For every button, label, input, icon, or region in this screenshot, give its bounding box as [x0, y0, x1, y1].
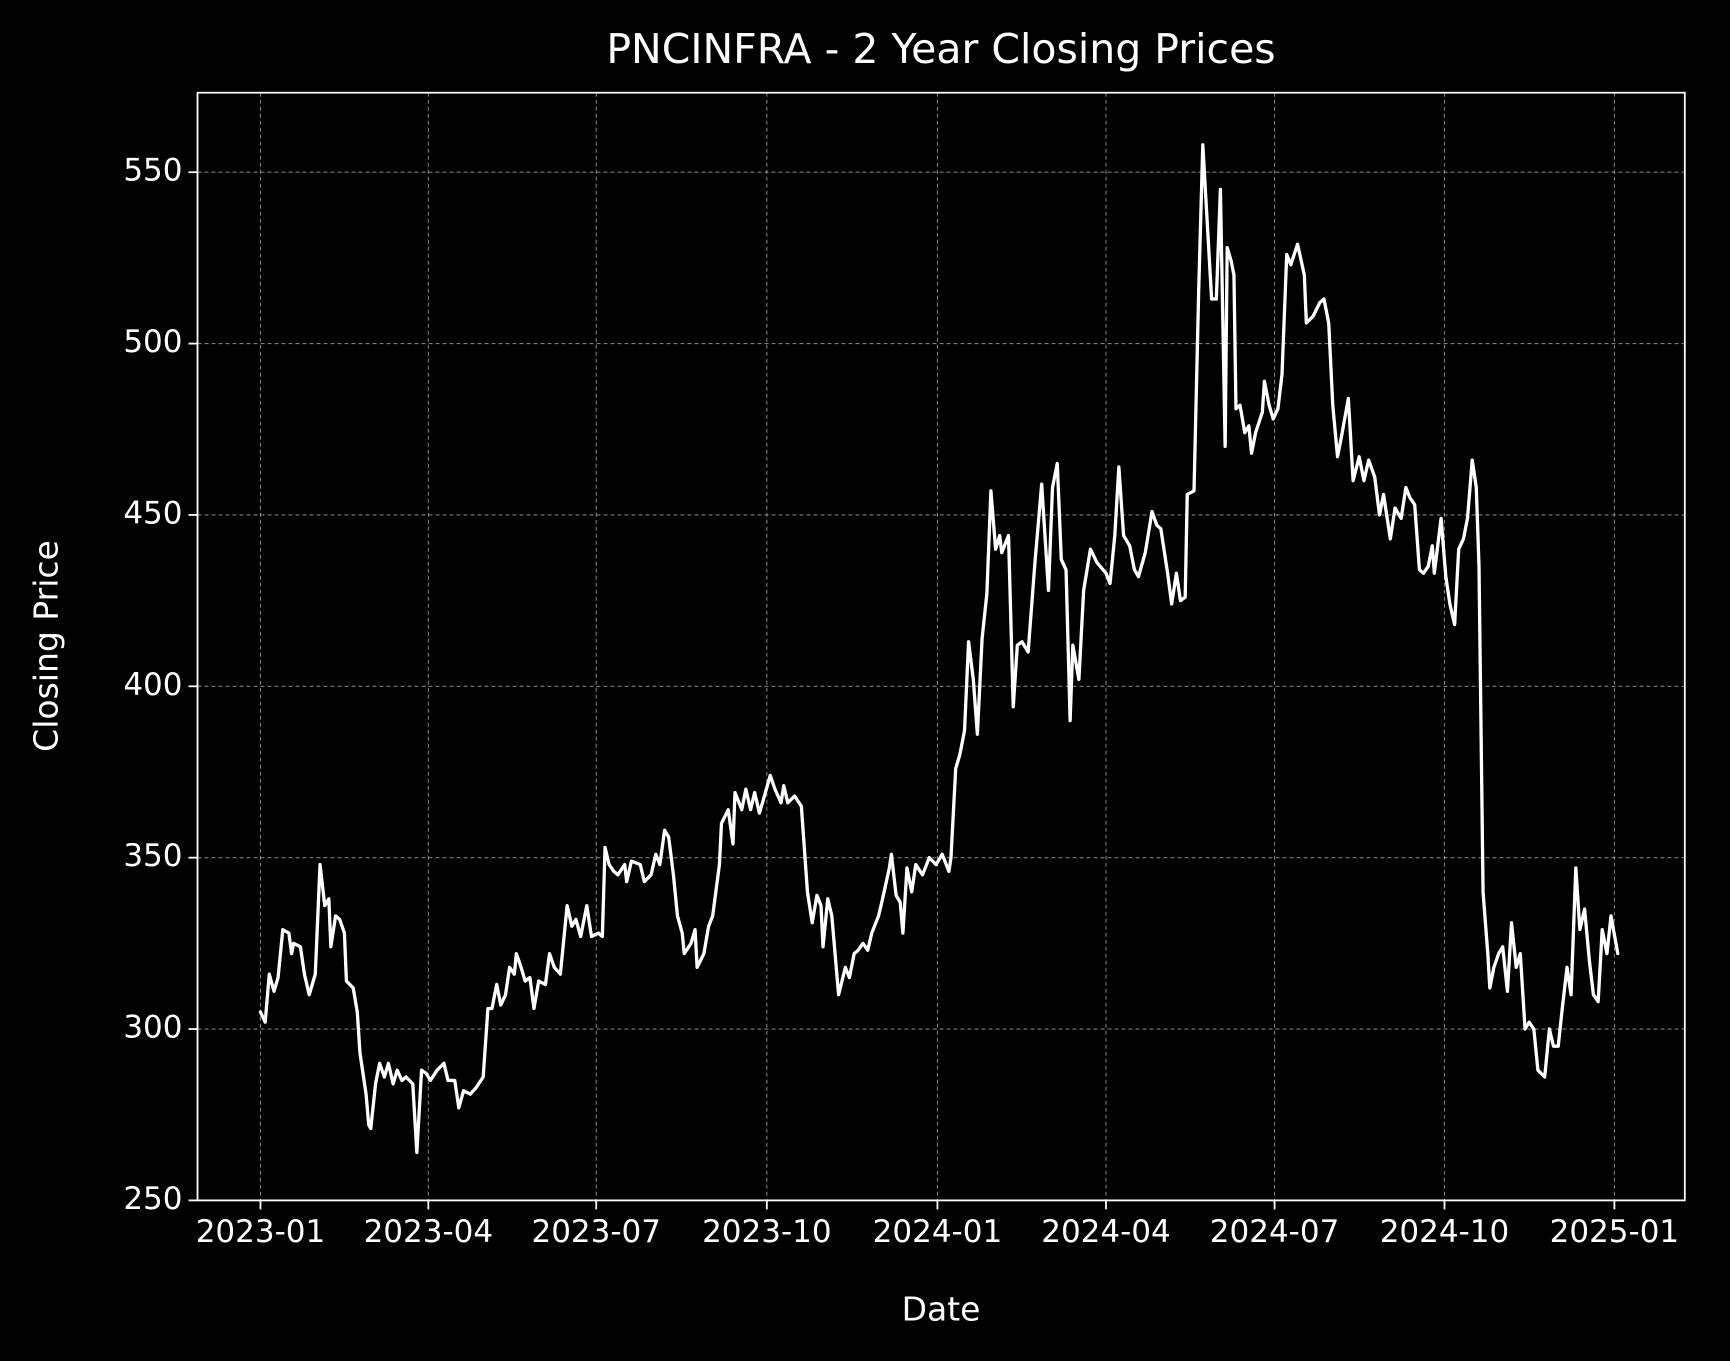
x-axis-label: Date — [902, 1290, 981, 1329]
price-line — [258, 143, 1620, 1155]
y-tick-label: 450 — [123, 495, 182, 531]
x-tick-label: 2024-04 — [1041, 1214, 1171, 1250]
x-tick-label: 2023-07 — [531, 1214, 661, 1250]
y-tick-label: 250 — [123, 1181, 182, 1217]
x-tick-label: 2023-10 — [702, 1214, 832, 1250]
y-tick-label: 300 — [123, 1010, 182, 1046]
plot-frame — [196, 91, 1686, 1202]
x-tick-label: 2024-07 — [1210, 1214, 1340, 1250]
x-tick-label: 2023-01 — [196, 1214, 326, 1250]
x-tick-label: 2024-01 — [873, 1214, 1003, 1250]
y-tick-label: 500 — [123, 324, 182, 360]
y-tick-label: 550 — [123, 153, 182, 189]
x-tick-label: 2023-04 — [364, 1214, 494, 1250]
chart-title: PNCINFRA - 2 Year Closing Prices — [606, 25, 1275, 73]
y-tick-label: 350 — [123, 838, 182, 874]
y-tick-label: 400 — [123, 667, 182, 703]
y-axis-label: Closing Price — [27, 540, 66, 752]
x-tick-label: 2024-10 — [1380, 1214, 1510, 1250]
x-tick-label: 2025-01 — [1550, 1214, 1680, 1250]
